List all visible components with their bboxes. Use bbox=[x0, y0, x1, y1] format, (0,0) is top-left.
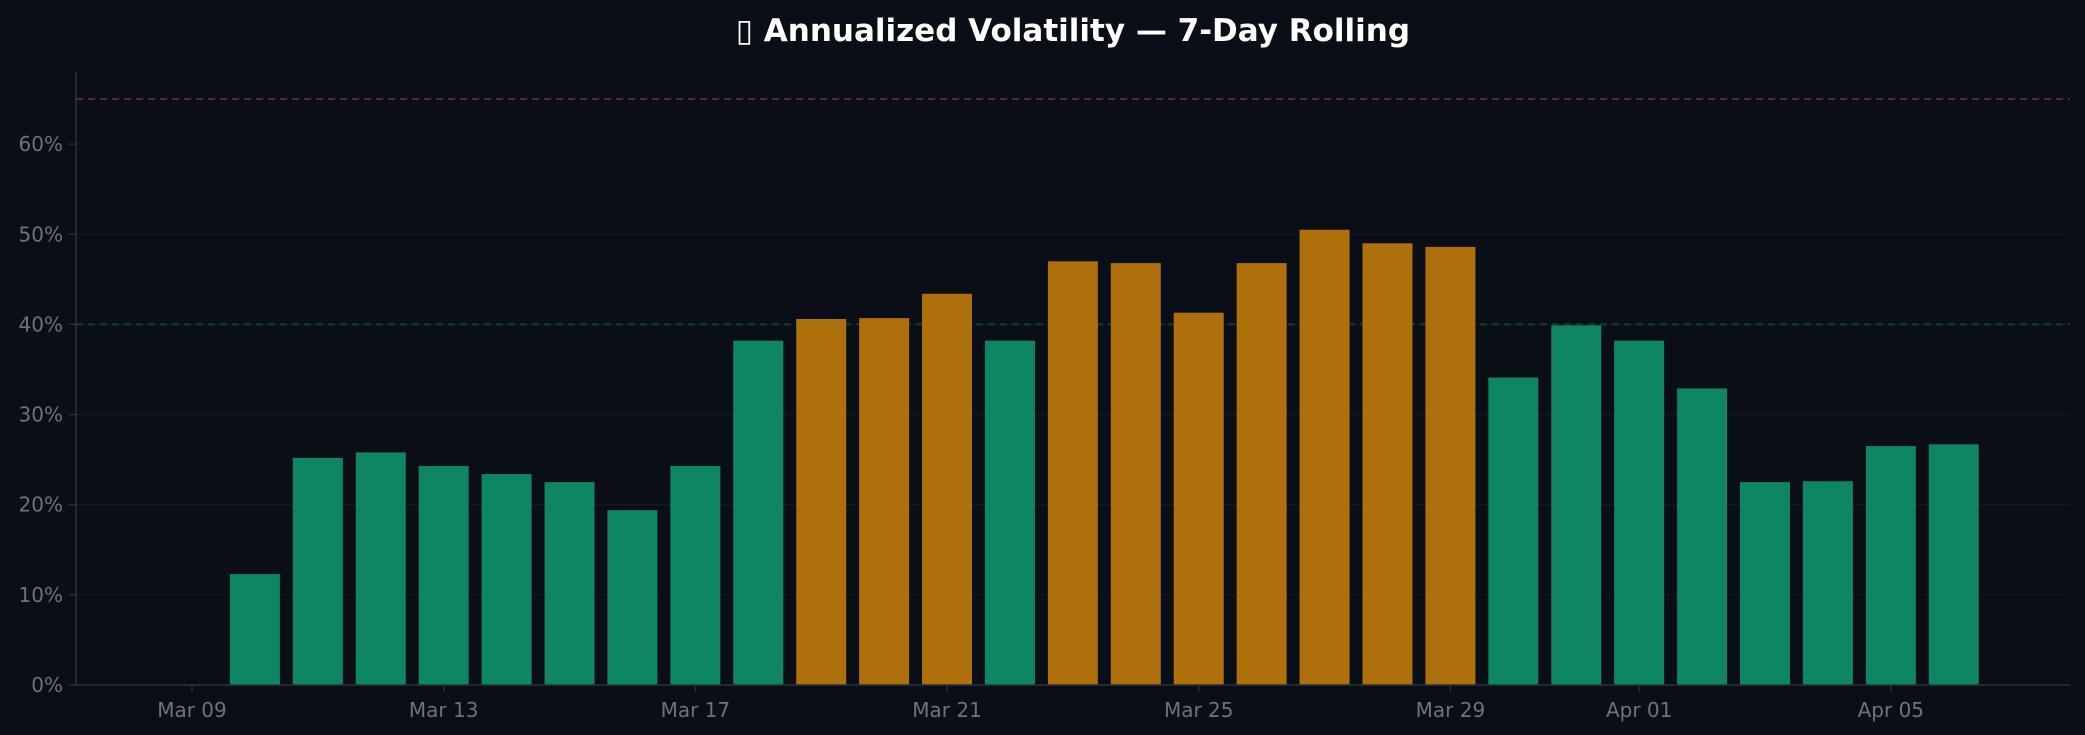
x-tick-label: Mar 17 bbox=[661, 698, 731, 722]
x-tick-label: Mar 13 bbox=[409, 698, 479, 722]
bar-mar-28 bbox=[1362, 243, 1413, 685]
y-tick-label: 30% bbox=[19, 403, 63, 427]
bar-mar-25 bbox=[1173, 312, 1224, 685]
y-tick-label: 0% bbox=[31, 673, 63, 697]
bar-mar-30 bbox=[1488, 377, 1539, 685]
bar-mar-15 bbox=[544, 482, 595, 685]
y-tick-label: 20% bbox=[19, 493, 63, 517]
bar-apr-06 bbox=[1928, 444, 1979, 685]
bar-mar-12 bbox=[355, 452, 406, 685]
x-tick-label: Mar 09 bbox=[157, 698, 227, 722]
bar-mar-19 bbox=[796, 319, 847, 685]
x-tick-label: Mar 25 bbox=[1164, 698, 1234, 722]
bar-apr-02 bbox=[1677, 388, 1728, 685]
bar-apr-05 bbox=[1865, 446, 1916, 685]
bar-mar-24 bbox=[1110, 263, 1161, 685]
y-tick-label: 10% bbox=[19, 583, 63, 607]
bar-mar-26 bbox=[1236, 263, 1287, 685]
y-tick-label: 40% bbox=[19, 312, 63, 336]
bar-apr-04 bbox=[1802, 481, 1853, 685]
bar-mar-10 bbox=[229, 574, 280, 685]
bar-mar-31 bbox=[1551, 325, 1602, 685]
bar-mar-17 bbox=[670, 465, 721, 685]
bar-mar-16 bbox=[607, 510, 658, 685]
bar-mar-29 bbox=[1425, 246, 1476, 685]
bar-mar-18 bbox=[733, 340, 784, 685]
chart-title: ▯ Annualized Volatility — 7-Day Rolling bbox=[736, 13, 1410, 49]
bar-mar-22 bbox=[984, 340, 1035, 685]
x-tick-label: Apr 01 bbox=[1606, 698, 1672, 722]
bar-apr-01 bbox=[1614, 340, 1665, 685]
bar-mar-21 bbox=[922, 293, 973, 685]
bar-mar-23 bbox=[1047, 261, 1098, 685]
y-tick-label: 50% bbox=[19, 222, 63, 246]
bar-mar-14 bbox=[481, 474, 532, 685]
bar-mar-27 bbox=[1299, 229, 1350, 685]
bar-apr-03 bbox=[1740, 482, 1790, 685]
x-tick-label: Apr 05 bbox=[1858, 698, 1924, 722]
x-tick-label: Mar 29 bbox=[1416, 698, 1486, 722]
bar-mar-11 bbox=[292, 457, 343, 685]
bar-mar-13 bbox=[418, 465, 469, 685]
x-tick-label: Mar 21 bbox=[912, 698, 982, 722]
y-tick-label: 60% bbox=[19, 132, 63, 156]
bar-mar-20 bbox=[859, 318, 910, 685]
